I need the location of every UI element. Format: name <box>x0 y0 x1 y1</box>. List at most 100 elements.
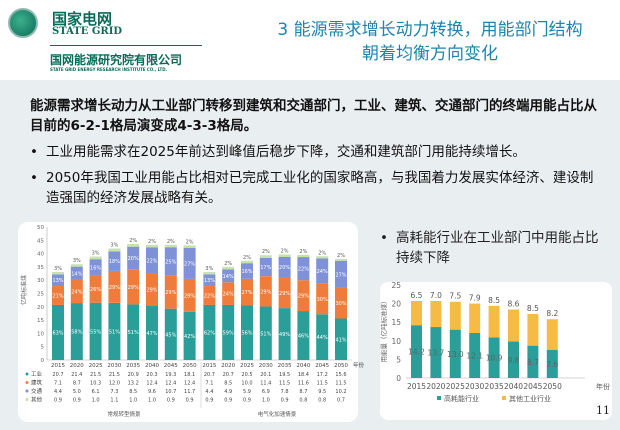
bar-pct-label: 3% <box>54 266 62 272</box>
table-cell: 4.4 <box>54 389 62 395</box>
table-cell: 12.0 <box>109 381 120 387</box>
x-tick-label: 2045 <box>523 382 542 391</box>
table-cell: 0.9 <box>167 398 175 404</box>
bar-pct-label: 3% <box>205 266 213 272</box>
bar-高耗能行业-2030 <box>469 332 481 378</box>
bar-pct-label: 2% <box>148 239 156 245</box>
bar-pct-label: 13% <box>204 278 215 284</box>
table-cell: 1.0 <box>148 398 156 404</box>
bar-其他-2035 <box>278 254 291 257</box>
y-tick-label: 50 <box>37 225 44 231</box>
y-tick-label: 0 <box>41 358 45 364</box>
bar-其他-2025 <box>89 256 102 260</box>
legend-marker-其他 <box>25 398 29 401</box>
bar-工业-2050 <box>335 318 347 360</box>
x-tick-label: 2025 <box>240 363 254 369</box>
bar-交通-2035 <box>127 246 140 270</box>
table-cell: 0.9 <box>186 398 194 404</box>
bar-高耗能行业-2020 <box>430 327 442 378</box>
slide-body: 能源需求增长动力从工业部门转移到建筑和交通部门，工业、建筑、交通部门的终端用能占… <box>30 96 600 208</box>
bar-建筑-2040 <box>297 280 310 312</box>
bar-pct-label: 2% <box>281 248 289 254</box>
legend-label: 其他工业行业 <box>509 394 551 403</box>
bar-pct-label: 49% <box>279 332 290 338</box>
x-tick-label: 2040 <box>296 363 310 369</box>
bar-pct-label: 30% <box>317 297 328 303</box>
table-cell: 4.9 <box>224 389 232 395</box>
x-tick-label: 2015 <box>202 363 216 369</box>
x-tick-label: 2020 <box>221 363 235 369</box>
bar-建筑-2015 <box>203 286 216 305</box>
bar-高耗能行业-2015 <box>411 325 422 378</box>
bar-建筑-2050 <box>183 278 196 312</box>
bar-pct-label: 29% <box>184 293 195 299</box>
bar-建筑-2025 <box>89 275 102 303</box>
bar-工业-2050 <box>183 311 196 360</box>
bar-pct-label: 42% <box>184 334 195 340</box>
bar-pct-label: 29% <box>298 294 309 300</box>
bar-建筑-2025 <box>241 278 253 306</box>
bar-pct-label: 44% <box>317 335 328 341</box>
bar-建筑-2015 <box>52 286 64 305</box>
table-cell: 12.4 <box>146 381 157 387</box>
bar-pct-label: 2% <box>299 249 307 255</box>
x-tick-label: 2030 <box>107 363 121 369</box>
table-cell: 10.0 <box>241 381 252 387</box>
bar-pct-label: 2% <box>167 239 175 245</box>
bar-交通-2050 <box>335 260 347 288</box>
y-tick-label: 35 <box>37 265 44 271</box>
table-cell: 15.6 <box>335 372 346 378</box>
table-cell: 11.4 <box>260 381 271 387</box>
table-cell: 8.5 <box>224 381 232 387</box>
bar-交通-2045 <box>316 258 329 284</box>
y-tick-label: 25 <box>391 281 401 290</box>
table-cell: 20.7 <box>223 372 234 378</box>
bar-pct-label: 29% <box>109 285 120 291</box>
bar-value-label: 8.5 <box>527 304 539 313</box>
bar-工业-2030 <box>259 306 272 360</box>
table-cell: 18.1 <box>184 372 195 378</box>
bar-pct-label: 29% <box>279 291 290 297</box>
bar-建筑-2020 <box>222 282 235 305</box>
bar-工业-2020 <box>70 303 83 360</box>
bar-pct-label: 47% <box>146 331 157 337</box>
bar-pct-label: 22% <box>298 267 309 273</box>
table-cell: 0.9 <box>243 398 251 404</box>
bar-交通-2050 <box>183 247 196 279</box>
table-cell: 19.5 <box>279 372 290 378</box>
legend-marker-高耗能行业 <box>437 396 441 400</box>
bar-value-label: 9.8 <box>508 356 520 365</box>
bar-其他-2020 <box>70 264 83 267</box>
table-cell: 19.3 <box>165 372 176 378</box>
bar-pct-label: 2% <box>186 239 194 245</box>
table-cell: 11.5 <box>279 381 290 387</box>
legend-label: 交通 <box>31 387 43 395</box>
table-cell: 1.0 <box>92 398 100 404</box>
bar-pct-label: 27% <box>184 261 195 267</box>
bar-pct-label: 62% <box>204 330 215 336</box>
y-tick-label: 15 <box>37 318 44 324</box>
bar-高耗能行业-2035 <box>488 337 500 378</box>
bar-其他-2035 <box>127 244 140 247</box>
table-cell: 1.1 <box>110 398 118 404</box>
legend-label: 工业 <box>31 370 43 378</box>
bar-pct-label: 2% <box>262 249 270 255</box>
table-cell: 9.5 <box>318 389 326 395</box>
bar-建筑-2050 <box>335 287 347 319</box>
bar-pct-label: 3% <box>92 251 100 257</box>
y-tick-label: 40 <box>37 252 44 258</box>
x-tick-label: 2045 <box>315 363 329 369</box>
bar-pct-label: 14% <box>71 271 82 277</box>
bar-pct-label: 24% <box>71 290 82 296</box>
table-cell: 10.3 <box>90 381 101 387</box>
table-cell: 7.8 <box>281 389 289 395</box>
table-cell: 13.2 <box>128 381 139 387</box>
bar-pct-label: 46% <box>298 334 309 340</box>
group-label: 常规转型情景 <box>107 410 141 418</box>
bar-交通-2030 <box>259 257 272 277</box>
y-tick-label: 20 <box>37 305 44 311</box>
table-cell: 20.1 <box>260 372 271 378</box>
group-label: 电气化加速情景 <box>258 410 297 418</box>
table-cell: 6.1 <box>92 389 100 395</box>
bar-其他-2050 <box>335 258 347 261</box>
